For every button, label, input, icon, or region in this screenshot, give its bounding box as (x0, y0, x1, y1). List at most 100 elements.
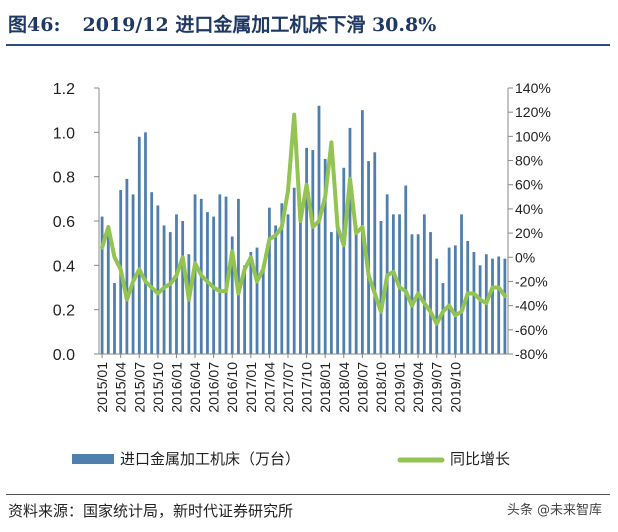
watermark: 头条 @未来智库 (502, 497, 606, 520)
left-tick-label: 0.0 (53, 347, 75, 364)
x-tick-label: 2019/01 (392, 362, 408, 413)
bar-series (100, 105, 507, 355)
x-tick-label: 2016/01 (169, 362, 185, 413)
bar (292, 187, 296, 354)
bar (274, 225, 278, 354)
x-tick-label: 2018/04 (336, 362, 352, 413)
bar (299, 216, 302, 354)
x-tick-label: 2017/07 (280, 362, 296, 413)
bar (156, 205, 160, 354)
bar (453, 245, 457, 354)
bar (150, 192, 154, 354)
legend-bar-label: 进口金属加工机床（万台） (120, 450, 300, 468)
bar (472, 252, 476, 354)
bar (230, 236, 234, 354)
bar (286, 214, 290, 354)
x-tick-label: 2016/04 (187, 362, 203, 413)
x-tick-label: 2015/01 (94, 362, 110, 413)
x-tick-label: 2019/04 (410, 362, 426, 413)
x-tick-label: 2016/07 (206, 362, 222, 413)
bar (422, 214, 426, 354)
yoy-growth-line (100, 112, 507, 326)
right-tick-label: -40% (515, 298, 548, 314)
bar (249, 252, 253, 354)
bar (125, 178, 129, 354)
x-tick-label: 2017/01 (243, 362, 259, 413)
right-tick-label: 40% (515, 201, 543, 217)
bar (317, 105, 321, 354)
left-tick-label: 0.6 (53, 214, 75, 231)
legend: 进口金属加工机床（万台） 同比增长 (72, 450, 510, 468)
legend-line-label: 同比增长 (450, 450, 510, 468)
bar (404, 185, 408, 354)
bar (336, 221, 339, 354)
bar (503, 258, 507, 354)
bar (113, 283, 116, 354)
bar (181, 221, 185, 354)
bar (460, 214, 463, 354)
bar (106, 225, 110, 354)
x-tick-label: 2018/10 (373, 362, 389, 413)
bar (429, 232, 432, 354)
left-tick-label: 0.2 (53, 303, 75, 320)
bar (367, 161, 370, 354)
bar (342, 167, 346, 354)
bar (261, 265, 265, 354)
source-divider (6, 494, 610, 495)
x-tick-label: 2016/10 (224, 362, 240, 413)
right-tick-label: 60% (515, 177, 543, 193)
right-tick-label: 120% (515, 104, 551, 120)
bar (435, 258, 439, 354)
axes: 0.0 0.2 0.4 0.6 0.8 1.0 1.2 -80% -60% -40% -20% 0% 2… (53, 80, 551, 413)
right-tick-label: -80% (515, 346, 548, 362)
bar (175, 214, 178, 354)
bar (280, 203, 284, 354)
bar (237, 198, 240, 354)
bar (373, 152, 377, 354)
bar (478, 265, 482, 354)
right-tick-label: 140% (515, 80, 551, 96)
bar (131, 194, 135, 354)
bar (379, 221, 383, 354)
bar (348, 127, 352, 355)
bar (255, 247, 259, 354)
x-tick-label: 2015/07 (131, 362, 147, 413)
right-tick-label: -60% (515, 322, 548, 338)
left-tick-label: 0.4 (53, 258, 75, 275)
bar (497, 256, 501, 354)
x-tick-label: 2018/07 (354, 362, 370, 413)
bar (100, 216, 104, 354)
legend-bar-swatch (72, 454, 114, 464)
bar (187, 254, 191, 354)
bar (137, 136, 141, 354)
figure-title: 图46: 2019/12 进口金属加工机床下滑 30.8% (8, 10, 436, 37)
bar (447, 247, 451, 354)
x-tick-label: 2018/01 (317, 362, 333, 413)
line-series (100, 112, 507, 326)
bar (491, 258, 494, 354)
bar (168, 232, 172, 354)
right-tick-label: 80% (515, 153, 543, 169)
right-tick-label: 0% (515, 249, 535, 265)
x-tick-label: 2019/10 (447, 362, 463, 413)
right-tick-label: -20% (515, 273, 548, 289)
bar (224, 196, 228, 354)
bar (354, 225, 358, 354)
bar (410, 234, 414, 354)
bar (323, 158, 327, 354)
bar (268, 207, 271, 354)
title-divider (6, 44, 610, 46)
right-tick-label: 20% (515, 225, 543, 241)
bar (305, 147, 308, 354)
bar (144, 132, 147, 354)
right-tick-label: 100% (515, 128, 551, 144)
bar (391, 214, 395, 354)
left-tick-label: 1.2 (53, 81, 75, 98)
watermark-text: 头条 @未来智库 (506, 503, 602, 518)
x-tick-label: 2015/10 (150, 362, 166, 413)
x-tick-label: 2019/07 (429, 362, 445, 413)
x-tick-label: 2017/10 (299, 362, 315, 413)
figure-label: 图46: (8, 14, 61, 36)
bar (218, 194, 222, 354)
x-tick-label: 2015/04 (113, 362, 129, 413)
